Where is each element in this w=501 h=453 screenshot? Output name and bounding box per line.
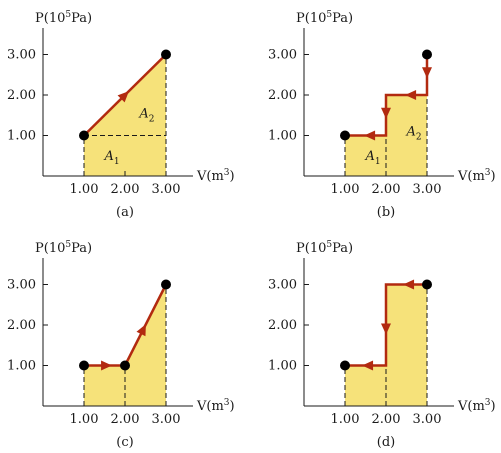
x-axis-label: V(m3)	[457, 398, 496, 414]
y-tick-label: 3.00	[7, 48, 36, 63]
panel-d: 1.00 2.00 3.00 1.00 2.00 3.00 P(105Pa) V(m3) (d)	[268, 240, 496, 450]
x-tick-label: 2.00	[111, 182, 140, 197]
y-axis-label: P(105Pa)	[296, 10, 353, 26]
state-point	[161, 279, 171, 290]
area-label: A1	[104, 149, 120, 167]
x-tick-label: 1.00	[331, 182, 360, 197]
x-tick-label: 3.00	[413, 412, 442, 427]
y-tick-label: 2.00	[7, 88, 36, 103]
y-tick-label: 2.00	[268, 318, 297, 333]
panel-caption: (d)	[377, 435, 395, 450]
panel-caption: (b)	[377, 205, 395, 220]
y-tick-label: 1.00	[7, 129, 36, 144]
x-tick-label: 1.00	[70, 412, 99, 427]
state-point	[79, 130, 89, 141]
x-tick-label: 2.00	[372, 412, 401, 427]
area-label: A2	[406, 125, 422, 143]
state-point	[422, 49, 432, 60]
direction-arrow	[101, 360, 113, 371]
x-axis-label: V(m3)	[196, 398, 235, 414]
x-axis-label: V(m3)	[457, 168, 496, 184]
panel-a: 1.00 2.00 3.00 1.00 2.00 3.00 P(105Pa) V(m3) A2 A…	[7, 10, 235, 220]
x-tick-label: 3.00	[152, 412, 181, 427]
y-tick-label: 2.00	[268, 88, 297, 103]
direction-arrow	[364, 130, 376, 141]
work-area-fill	[84, 284, 166, 406]
y-axis-label: P(105Pa)	[35, 240, 92, 256]
direction-arrow	[117, 91, 129, 103]
state-point	[161, 49, 171, 60]
state-point	[120, 360, 130, 371]
area-label: A1	[365, 149, 381, 167]
area-label: A2	[138, 106, 154, 124]
x-tick-label: 3.00	[413, 182, 442, 197]
y-tick-label: 2.00	[7, 318, 36, 333]
direction-arrow	[403, 279, 415, 290]
x-tick-label: 1.00	[331, 412, 360, 427]
panel-c: 1.00 2.00 3.00 1.00 2.00 3.00 P(105Pa) V(m3) (c)	[7, 240, 235, 450]
state-point	[340, 130, 350, 141]
x-tick-label: 2.00	[372, 182, 401, 197]
x-tick-label: 1.00	[70, 182, 99, 197]
direction-arrow	[362, 360, 374, 371]
y-axis-label: P(105Pa)	[35, 10, 92, 26]
panel-b: 1.00 2.00 3.00 1.00 2.00 3.00 P(105Pa) V(m3) A2 A…	[268, 10, 496, 220]
direction-arrow	[381, 323, 391, 335]
direction-arrow	[136, 324, 146, 337]
y-tick-label: 3.00	[268, 278, 297, 293]
y-tick-label: 1.00	[268, 129, 297, 144]
state-point	[422, 279, 432, 290]
y-tick-label: 1.00	[7, 359, 36, 374]
y-tick-label: 1.00	[268, 359, 297, 374]
state-point	[340, 360, 350, 371]
y-tick-label: 3.00	[7, 278, 36, 293]
x-axis-label: V(m3)	[196, 168, 235, 184]
y-tick-label: 3.00	[268, 48, 297, 63]
direction-arrow	[381, 107, 391, 119]
direction-arrow	[422, 67, 432, 79]
x-tick-label: 3.00	[152, 182, 181, 197]
direction-arrow	[405, 90, 417, 100]
state-point	[79, 360, 89, 371]
x-tick-label: 2.00	[111, 412, 140, 427]
work-area-fill	[84, 54, 166, 176]
y-axis-label: P(105Pa)	[296, 240, 353, 256]
panel-caption: (a)	[116, 205, 134, 220]
panel-caption: (c)	[116, 435, 133, 450]
